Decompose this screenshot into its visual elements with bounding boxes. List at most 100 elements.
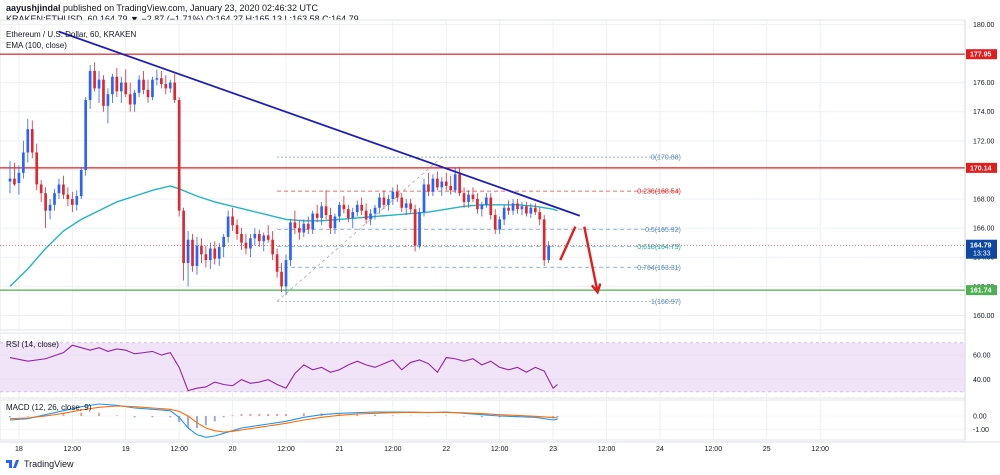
candle-body <box>502 207 506 220</box>
candle-body <box>538 212 542 220</box>
candle <box>306 216 310 234</box>
candle <box>436 171 439 191</box>
candle <box>364 203 368 224</box>
candle <box>57 178 61 200</box>
y-tick-label: 174.00 <box>973 109 995 116</box>
bar-countdown-label: 13:33 <box>973 251 991 258</box>
fib-diagonal <box>276 156 443 302</box>
candle <box>338 201 341 223</box>
candle-body <box>315 213 319 218</box>
candle <box>102 75 105 112</box>
candle <box>84 97 88 176</box>
candle-body <box>311 213 315 230</box>
candle-body <box>88 70 92 101</box>
candle-body <box>48 204 52 211</box>
candle-body <box>489 197 493 216</box>
candle-body <box>17 172 21 184</box>
candle <box>422 178 426 217</box>
y-tick-label: 176.00 <box>973 80 995 87</box>
rsi-pane[interactable] <box>0 342 965 393</box>
candle-body <box>222 236 226 248</box>
fib-level-label: 0.236(168.54) <box>637 189 681 196</box>
candle-body <box>391 191 395 200</box>
macd-tick-label: -1.00 <box>973 427 989 434</box>
candle <box>275 248 279 278</box>
macd-signal-line <box>9 405 558 433</box>
candle-body <box>84 100 88 170</box>
candle <box>298 220 301 240</box>
candle <box>191 233 194 272</box>
candle <box>293 210 297 234</box>
candle-body <box>436 178 439 188</box>
candle <box>186 231 190 287</box>
candle <box>520 201 524 216</box>
candle <box>128 82 132 112</box>
candle-body <box>449 185 453 191</box>
candle-body <box>253 233 257 239</box>
candle <box>146 79 150 103</box>
candle <box>431 174 435 197</box>
candle <box>262 232 266 252</box>
candle <box>119 76 123 103</box>
candle <box>391 187 395 205</box>
candle <box>289 219 292 266</box>
candle-body <box>160 78 163 85</box>
rsi-tick-label: 40.00 <box>973 377 991 384</box>
rsi-legend: RSI (14, close) <box>6 340 59 349</box>
candle-body <box>387 199 390 205</box>
support-price-tag <box>966 285 997 296</box>
x-tick-label: 12:00 <box>491 446 509 453</box>
tradingview-logo[interactable]: TradingView <box>6 459 74 469</box>
macd-pane[interactable] <box>0 403 965 438</box>
candle <box>177 97 181 217</box>
candle-body <box>217 247 221 259</box>
candle <box>342 196 346 214</box>
projection-arrow-head <box>591 283 602 295</box>
candle <box>168 79 172 93</box>
candle-body <box>346 209 350 218</box>
candle <box>48 199 52 220</box>
candle-body <box>484 197 488 205</box>
candle-body <box>525 206 528 214</box>
candle <box>346 204 350 223</box>
price-pane[interactable]: 0(170.88) 0.236(168.54) 0.5(165.92) 0.618(1… <box>0 30 965 306</box>
candle-body <box>302 223 306 233</box>
candle <box>489 193 493 220</box>
candle <box>516 199 519 214</box>
candle-body <box>271 239 274 255</box>
candle <box>471 187 475 202</box>
author-name: aayushjindal <box>6 3 61 13</box>
x-tick-label: 24 <box>656 446 664 453</box>
candle <box>547 241 550 264</box>
candle <box>329 207 332 234</box>
ticker-line: KRAKEN:ETHUSD, 60 164.79 ▼ −2.87 (−1.71%… <box>6 14 359 24</box>
candle-body <box>115 76 119 92</box>
candle-body <box>93 70 96 89</box>
candle-body <box>128 94 132 105</box>
candle <box>124 69 128 98</box>
candle-body <box>79 169 83 197</box>
candle <box>8 161 12 194</box>
candle <box>39 180 43 202</box>
candle <box>217 242 221 266</box>
candle-body <box>355 204 359 213</box>
candle <box>249 233 252 258</box>
candle-body <box>409 203 412 210</box>
candle <box>75 190 79 211</box>
candle <box>66 187 70 207</box>
candle <box>480 201 484 217</box>
candle <box>369 209 372 226</box>
candle-body <box>97 79 101 89</box>
y-tick-label: 166.00 <box>973 226 995 233</box>
candle <box>476 193 479 214</box>
candle <box>182 207 185 281</box>
candle <box>93 62 96 92</box>
candle-body <box>22 152 25 173</box>
candle-body <box>476 199 479 210</box>
candle-body <box>226 216 230 237</box>
projection-arrow-segment <box>559 226 577 261</box>
fib-level-label: 0.5(165.92) <box>645 227 681 234</box>
x-tick-label: 20 <box>229 446 237 453</box>
candle-body <box>293 222 297 229</box>
